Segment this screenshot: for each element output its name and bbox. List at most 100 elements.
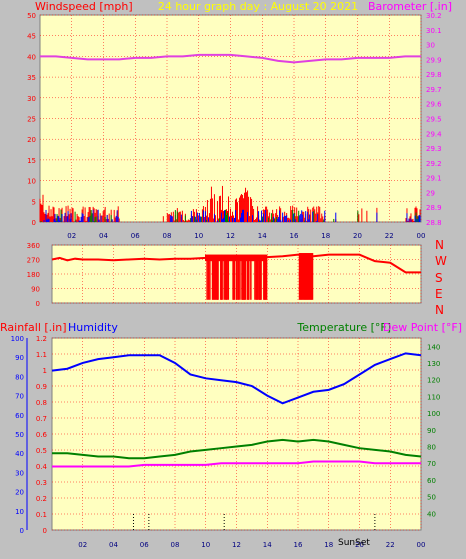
wind-x-tick-label: 16: [290, 232, 299, 240]
humidity-tick-label: 60: [15, 412, 24, 420]
wind-x-tick-label: 10: [194, 232, 203, 240]
temperature-tick-label: 40: [427, 510, 436, 518]
humidity-tick-label: 40: [15, 450, 24, 458]
windspeed-tick-label: 15: [27, 157, 36, 165]
temperature-axis: 40 50 60 70 80 90 100 110 120 130 140: [427, 343, 440, 518]
barometer-tick-label: 30.2: [426, 12, 442, 20]
humidity-tick-label: 30: [15, 469, 24, 477]
wind-x-tick-label: 02: [67, 232, 76, 240]
compass-w: W: [435, 254, 447, 268]
temperature-tick-label: 50: [427, 494, 436, 502]
temp-x-tick-label: 06: [140, 541, 149, 549]
humidity-tick-label: 90: [15, 354, 24, 362]
humidity-tick-label: 100: [11, 335, 24, 343]
windspeed-tick-label: 40: [27, 53, 36, 61]
humidity-tick-label: 80: [15, 373, 24, 381]
rainfall-tick-label: 0.6: [36, 431, 48, 439]
rainfall-tick-label: 0.3: [36, 479, 47, 487]
rainfall-tick-label: 0.9: [36, 383, 47, 391]
rainfall-tick-label: 0.4: [36, 463, 48, 471]
temp-x-tick-label: 18: [324, 541, 333, 549]
wind-x-tick-label: 22: [385, 232, 394, 240]
barometer-axis: 28.8 28.9 29 29.1 29.2 29.3 29.4 29.5 29.6 29.7 29…: [426, 12, 442, 227]
wind-x-tick-label: 20: [353, 232, 362, 240]
direction-tick-label: 180: [27, 271, 40, 279]
humidity-tick-label: 70: [15, 393, 24, 401]
temp-x-tick-label: 20: [355, 541, 364, 549]
rainfall-tick-label: 0.2: [36, 495, 47, 503]
rainfall-label: Rainfall [.in]: [0, 321, 67, 334]
dewpoint-label: Dew Point [°F]: [383, 321, 462, 334]
barometer-tick-label: 29.9: [426, 56, 442, 64]
barometer-tick-label: 29.1: [426, 175, 442, 183]
temp-x-tick-label: 14: [263, 541, 272, 549]
rain-markers: [132, 512, 376, 530]
direction-tick-label: 270: [27, 257, 40, 265]
windspeed-bars: [39, 185, 421, 222]
temperature-tick-label: 100: [427, 410, 440, 418]
temp-panel-x-axis: 02 04 06 08 10 12 14 16 18 20 22 00: [78, 541, 425, 549]
temperature-label: Temperature [°F]: [296, 321, 391, 334]
wind-x-tick-label: 04: [99, 232, 108, 240]
rainfall-axis: 0 0.1 0.2 0.3 0.4 0.5 0.6 0.7 0.8 0.9 1 1.1 1.2: [36, 335, 48, 535]
rainfall-tick-label: 1: [43, 367, 47, 375]
rainfall-tick-label: 0.7: [36, 415, 47, 423]
temp-x-tick-label: 16: [294, 541, 303, 549]
temperature-tick-label: 80: [427, 444, 436, 452]
barometer-tick-label: 29.8: [426, 71, 442, 79]
humidity-tick-label: 20: [15, 489, 24, 497]
barometer-tick-label: 28.9: [426, 204, 442, 212]
wind-panel-x-axis: 02 04 06 08 10 12 14 16 18 20 22 00: [67, 232, 425, 240]
temp-x-tick-label: 10: [201, 541, 210, 549]
temperature-tick-label: 110: [427, 393, 440, 401]
windspeed-tick-label: 20: [27, 136, 36, 144]
compass-n-top: N: [435, 238, 444, 252]
barometer-tick-label: 29.2: [426, 160, 442, 168]
windspeed-label: Windspeed [mph]: [35, 0, 133, 13]
barometer-tick-label: 30.1: [426, 27, 442, 35]
temperature-tick-label: 90: [427, 427, 436, 435]
temperature-tick-label: 60: [427, 477, 436, 485]
barometer-tick-label: 29.3: [426, 145, 442, 153]
temperature-line: [52, 438, 422, 460]
temp-x-tick-label: 02: [78, 541, 87, 549]
wind-x-tick-label: 14: [258, 232, 267, 240]
windspeed-tick-label: 45: [27, 33, 36, 41]
humidity-tick-label: 10: [15, 508, 24, 516]
wind-x-tick-label: 12: [226, 232, 235, 240]
wind-x-tick-label: 08: [163, 232, 172, 240]
temp-x-tick-label: 22: [386, 541, 395, 549]
dewpoint-line: [52, 460, 421, 468]
temp-panel-grid: [52, 337, 422, 531]
sunset-label: SunSet: [338, 538, 370, 548]
temp-x-tick-label: 04: [109, 541, 118, 549]
temperature-tick-label: 130: [427, 360, 440, 368]
wind-x-tick-label: 18: [321, 232, 330, 240]
humidity-tick-label: 50: [15, 431, 24, 439]
rainfall-tick-label: 0.5: [36, 447, 47, 455]
windspeed-tick-label: 10: [27, 178, 36, 186]
barometer-tick-label: 29: [426, 189, 435, 197]
wind-direction-line: [51, 253, 421, 300]
direction-axis: 0 90 180 270 360: [27, 242, 40, 308]
rainfall-tick-label: 1.1: [36, 351, 47, 359]
compass-labels: N W S E N: [435, 238, 447, 317]
barometer-tick-label: 29.5: [426, 116, 442, 124]
direction-tick-label: 0: [36, 300, 40, 308]
windspeed-axis: 0 5 10 15 20 25 30 35 40 45 50: [27, 12, 36, 227]
compass-e: E: [435, 287, 443, 301]
temp-x-tick-label: 00: [417, 541, 426, 549]
barometer-tick-label: 29.6: [426, 101, 442, 109]
temp-x-tick-label: 08: [171, 541, 180, 549]
windspeed-tick-label: 5: [32, 198, 36, 206]
barometer-tick-label: 29.7: [426, 86, 442, 94]
compass-n-bottom: N: [435, 303, 444, 317]
direction-tick-label: 90: [31, 286, 40, 294]
temperature-tick-label: 70: [427, 460, 436, 468]
windspeed-tick-label: 50: [27, 12, 36, 20]
rain-humidity-temp-panel: 0 0.1 0.2 0.3 0.4 0.5 0.6 0.7 0.8 0.9 1 1.1 1.2 0 10 2…: [11, 335, 441, 549]
rainfall-tick-label: 1.2: [36, 335, 47, 343]
windspeed-tick-label: 30: [27, 95, 36, 103]
